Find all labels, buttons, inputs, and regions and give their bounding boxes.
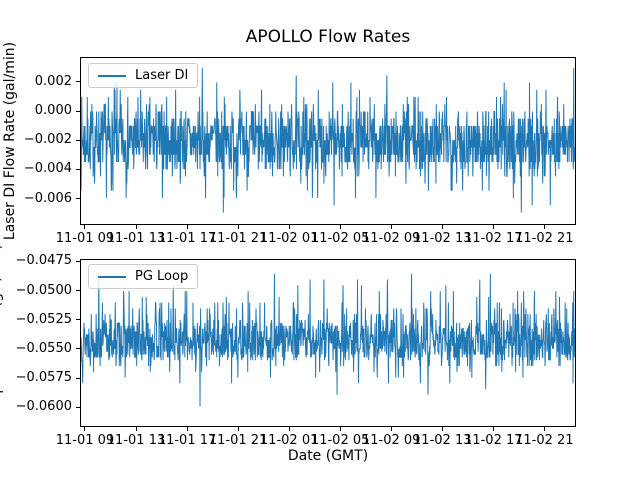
x-tick-label: 11-01 17: [157, 433, 217, 448]
x-tick-mark: [492, 225, 494, 229]
x-tick-mark: [186, 225, 188, 229]
x-tick-label: 11-02 01: [259, 433, 319, 448]
x-tick-label: 11-01 21: [208, 433, 268, 448]
x-tick-mark: [135, 427, 137, 431]
x-tick-label: 11-02 21: [515, 231, 574, 246]
y-tick-label: 0.000: [34, 103, 72, 119]
x-tick-mark: [339, 225, 341, 229]
x-tick-mark: [339, 427, 341, 431]
y-tick-mark: [76, 319, 80, 321]
legend-line-sample-icon: [98, 74, 126, 77]
x-tick-mark: [441, 225, 443, 229]
y-tick-mark: [76, 348, 80, 350]
x-tick-label: 11-02 09: [361, 231, 421, 246]
y-tick-mark: [76, 198, 80, 200]
x-tick-mark: [543, 427, 545, 431]
y-tick-label: −0.002: [23, 132, 72, 148]
x-tick-label: 11-02 17: [464, 433, 523, 448]
x-tick-mark: [288, 225, 290, 229]
y-tick-label: 0.002: [34, 73, 72, 89]
x-tick-label: 11-01 13: [106, 231, 166, 246]
x-tick-label: 11-02 13: [413, 231, 472, 246]
legend-label-pg-loop: PG Loop: [135, 269, 189, 284]
y-tick-mark: [76, 260, 80, 262]
legend-pg-loop: PG Loop: [88, 264, 199, 289]
y-tick-mark: [76, 110, 80, 112]
pg-loop-series-line: [81, 273, 575, 407]
y-tick-mark: [76, 377, 80, 379]
x-tick-label: 11-01 21: [208, 231, 268, 246]
laser-di-series-line: [81, 68, 575, 213]
x-tick-label: 11-01 17: [157, 231, 217, 246]
y-tick-mark: [76, 168, 80, 170]
y-tick-label: −0.004: [23, 161, 72, 177]
legend-label-laser-di: Laser DI: [135, 68, 189, 83]
x-tick-label: 11-02 05: [310, 231, 370, 246]
x-tick-mark: [237, 225, 239, 229]
x-tick-label: 11-02 05: [310, 433, 370, 448]
y-tick-mark: [76, 81, 80, 83]
legend-laser-di: Laser DI: [88, 63, 199, 88]
legend-line-sample-icon: [98, 275, 126, 278]
x-axis-label: Date (GMT): [287, 448, 369, 464]
y-tick-label: −0.0525: [15, 311, 72, 327]
x-tick-mark: [390, 427, 392, 431]
y-tick-label: −0.0600: [15, 399, 72, 415]
x-tick-mark: [84, 427, 86, 431]
x-tick-label: 11-02 09: [361, 433, 421, 448]
y-tick-label: −0.0475: [15, 253, 72, 269]
x-tick-mark: [237, 427, 239, 431]
y-tick-mark: [76, 406, 80, 408]
y-tick-label: −0.0575: [15, 370, 72, 385]
x-tick-label: 11-01 13: [106, 433, 166, 448]
x-tick-mark: [543, 225, 545, 229]
x-tick-label: 11-02 17: [464, 231, 523, 246]
x-tick-mark: [492, 427, 494, 431]
y-tick-mark: [76, 139, 80, 141]
laser-di-series-plot: [81, 68, 575, 213]
x-tick-mark: [84, 225, 86, 229]
x-tick-mark: [441, 427, 443, 431]
x-tick-label: 11-02 13: [413, 433, 472, 448]
pg-loop-series-plot: [81, 273, 575, 407]
x-tick-label: 11-01 09: [55, 231, 115, 246]
y-tick-label: −0.0500: [15, 282, 72, 298]
x-tick-label: 11-02 01: [259, 231, 319, 246]
y-tick-mark: [76, 290, 80, 291]
x-tick-mark: [135, 225, 137, 229]
x-tick-mark: [186, 427, 188, 431]
x-tick-label: 11-01 09: [55, 433, 115, 448]
x-tick-label: 11-02 21: [515, 433, 574, 448]
y-tick-label: −0.0550: [15, 340, 72, 356]
figure-title: APOLLO Flow Rates: [245, 27, 411, 47]
x-tick-mark: [390, 225, 392, 229]
y-tick-label: −0.006: [23, 190, 72, 206]
x-tick-mark: [288, 427, 290, 431]
